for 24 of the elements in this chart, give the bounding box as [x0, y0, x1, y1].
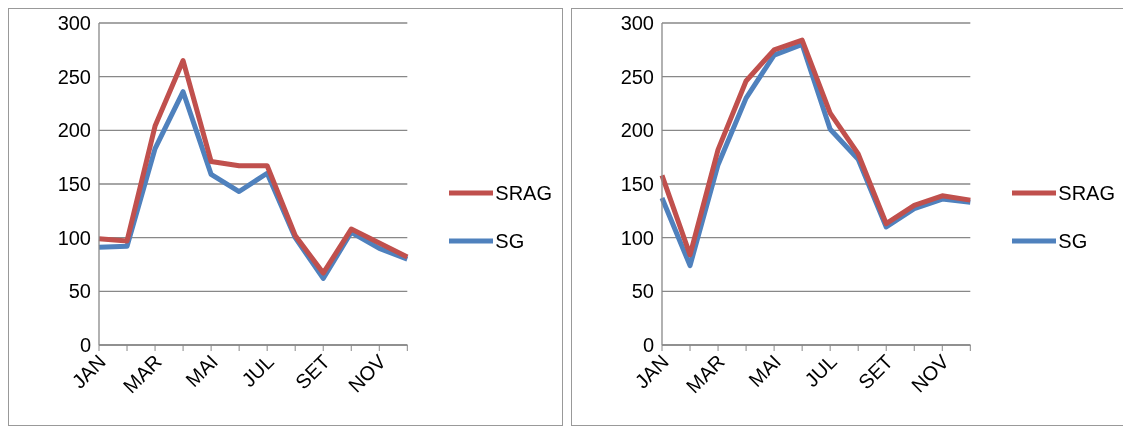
y-tick-label: 300: [620, 12, 654, 35]
y-tick-label: 200: [57, 119, 91, 142]
y-tick-label: 50: [631, 280, 654, 303]
legend-label: SG: [1058, 229, 1088, 253]
legend-label: SRAG: [1058, 181, 1115, 205]
y-tick-label: 100: [620, 226, 654, 249]
y-tick-label: 50: [68, 280, 91, 303]
y-tick-label: 0: [642, 334, 654, 357]
x-tick-label: JUL: [237, 350, 278, 391]
y-tick-label: 150: [620, 173, 654, 196]
y-tick-label: 200: [620, 119, 654, 142]
y-tick-label: 150: [57, 173, 91, 196]
y-tick-label: 300: [57, 12, 91, 35]
x-tick-label: SET: [853, 350, 898, 394]
y-tick-label: 0: [79, 334, 91, 357]
x-tick-label: MAI: [181, 350, 222, 391]
legend-label: SRAG: [495, 181, 552, 205]
x-tick-label: MAI: [744, 350, 785, 391]
x-tick-label: JUL: [800, 350, 841, 391]
y-tick-label: 100: [57, 226, 91, 249]
y-tick-label: 250: [57, 65, 91, 88]
legend-label: SG: [495, 229, 525, 253]
x-tick-label: SET: [290, 350, 335, 394]
y-tick-label: 250: [620, 65, 654, 88]
